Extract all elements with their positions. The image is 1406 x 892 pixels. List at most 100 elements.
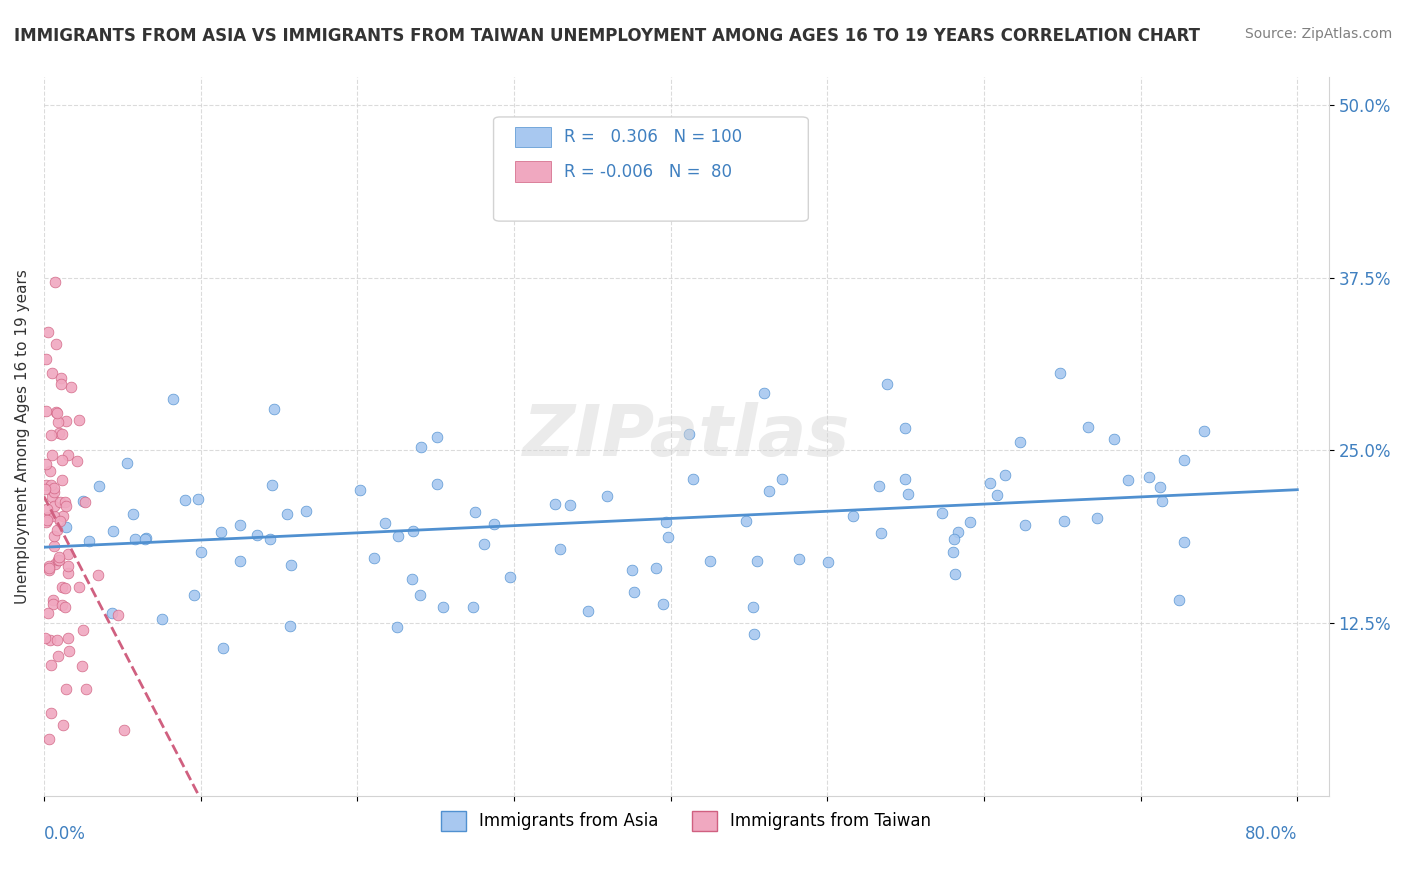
Point <box>75 681 97 696</box>
Point <box>37 325 59 339</box>
Point <box>654 515 676 529</box>
Point <box>1173 453 1195 467</box>
Point <box>52 508 75 523</box>
Point <box>42 500 65 514</box>
Point <box>101 607 124 621</box>
Point <box>124 532 146 546</box>
Point <box>294 503 316 517</box>
Point <box>1014 517 1036 532</box>
Point <box>1137 470 1160 484</box>
Point <box>1102 432 1125 446</box>
Point <box>173 492 195 507</box>
Legend: Immigrants from Asia, Immigrants from Taiwan: Immigrants from Asia, Immigrants from Ta… <box>434 804 938 838</box>
Point <box>752 385 775 400</box>
Point <box>56 547 79 561</box>
Y-axis label: Unemployment Among Ages 16 to 19 years: Unemployment Among Ages 16 to 19 years <box>15 269 30 604</box>
Text: Source: ZipAtlas.com: Source: ZipAtlas.com <box>1244 27 1392 41</box>
Point <box>374 516 396 530</box>
Point <box>623 585 645 599</box>
Point <box>67 580 90 594</box>
Point <box>44 539 66 553</box>
Point <box>72 494 94 508</box>
Point <box>51 598 73 612</box>
Point <box>942 545 965 559</box>
Point <box>150 612 173 626</box>
Point <box>112 723 135 737</box>
Point <box>1173 535 1195 549</box>
Point <box>1053 514 1076 528</box>
Point <box>41 490 63 504</box>
Point <box>51 453 73 467</box>
Point <box>38 558 60 573</box>
Point <box>70 659 93 673</box>
Point <box>42 481 65 495</box>
Point <box>77 533 100 548</box>
Point <box>53 599 76 614</box>
Bar <box>516 161 551 182</box>
Point <box>56 632 79 646</box>
Point <box>787 551 810 566</box>
Point <box>401 572 423 586</box>
Point <box>115 456 138 470</box>
Point <box>39 478 62 492</box>
Point <box>979 475 1001 490</box>
Point <box>259 532 281 546</box>
Point <box>122 507 145 521</box>
Point <box>280 558 302 572</box>
Point <box>55 414 77 428</box>
Point <box>1149 480 1171 494</box>
Point <box>745 554 768 568</box>
Point <box>38 560 60 574</box>
Point <box>558 498 581 512</box>
Point <box>190 545 212 559</box>
Point <box>942 532 965 546</box>
Point <box>55 499 77 513</box>
Point <box>37 606 59 620</box>
Point <box>49 495 72 509</box>
Point <box>162 392 184 406</box>
Text: 0.0%: 0.0% <box>44 824 86 843</box>
Point <box>229 554 252 568</box>
Point <box>103 524 125 538</box>
Point <box>135 531 157 545</box>
Point <box>44 529 66 543</box>
Point <box>657 530 679 544</box>
Point <box>56 566 79 580</box>
Point <box>69 413 91 427</box>
Point <box>986 488 1008 502</box>
Point <box>596 489 619 503</box>
Point <box>868 479 890 493</box>
Point <box>35 515 58 529</box>
Point <box>60 380 83 394</box>
Point <box>39 658 62 673</box>
Point <box>73 494 96 508</box>
Point <box>51 371 73 385</box>
Point <box>387 529 409 543</box>
Point <box>89 479 111 493</box>
Point <box>402 524 425 539</box>
Point <box>35 501 58 516</box>
Point <box>212 641 235 656</box>
Point <box>46 415 69 429</box>
Point <box>41 448 63 462</box>
Point <box>37 510 59 524</box>
Point <box>894 421 917 435</box>
Point <box>263 401 285 416</box>
Point <box>35 404 58 418</box>
Point <box>276 508 298 522</box>
FancyBboxPatch shape <box>494 117 808 221</box>
Point <box>499 570 522 584</box>
Point <box>44 485 66 500</box>
Point <box>464 505 486 519</box>
Point <box>48 552 70 566</box>
Point <box>742 627 765 641</box>
Point <box>1049 366 1071 380</box>
Point <box>931 506 953 520</box>
Point <box>56 558 79 573</box>
Point <box>246 528 269 542</box>
Point <box>49 514 72 528</box>
Point <box>229 517 252 532</box>
Point <box>58 449 80 463</box>
Point <box>432 599 454 614</box>
Point <box>41 366 63 380</box>
